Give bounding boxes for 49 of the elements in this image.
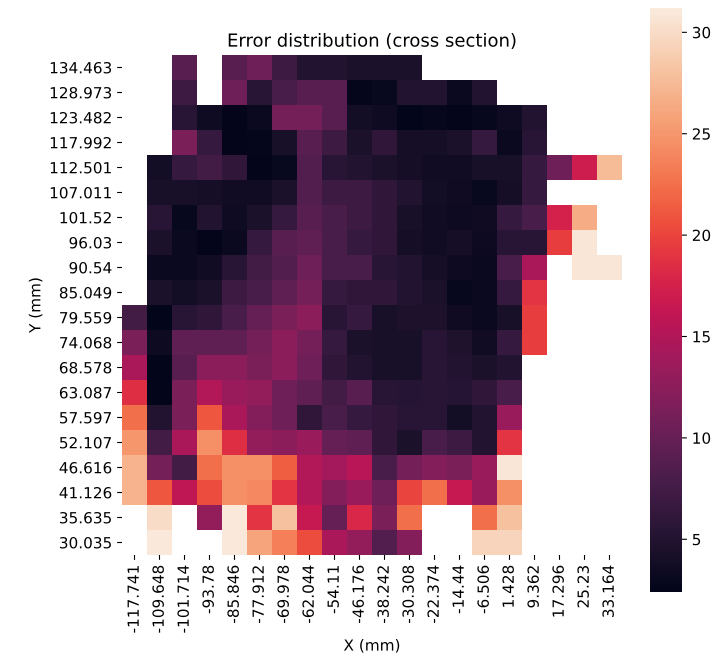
y-tick-label: 107.011: [50, 186, 111, 199]
color-bar-label: 10: [693, 432, 710, 444]
color-bar-label: 5: [692, 534, 700, 546]
y-tick-label: 63.087: [60, 386, 111, 399]
y-tick-label: 96.03: [70, 236, 112, 249]
y-axis-title: Y (mm): [28, 278, 42, 333]
chart-title: Error distribution (cross section): [228, 32, 516, 50]
color-bar-label: 25: [692, 128, 710, 140]
y-tick-label: 41.126: [60, 486, 112, 499]
x-tick-label: -93.78: [202, 566, 214, 614]
y-tick-label: 68.578: [60, 362, 112, 374]
y-tick-label: 117.992: [50, 136, 111, 149]
y-tick-label: 128.973: [50, 86, 112, 99]
x-tick-label: -62.044: [302, 566, 314, 623]
x-tick-label: 9.362: [527, 566, 539, 608]
x-tick-label: -6.506: [477, 566, 489, 614]
y-tick-label: 79.559: [60, 312, 112, 324]
x-tick-label: -117.741: [128, 566, 139, 633]
x-tick-label: -85.846: [227, 566, 239, 623]
y-tick-label: 123.482: [50, 112, 111, 124]
y-tick-label: 57.597: [60, 412, 111, 424]
x-tick-label: -46.176: [352, 566, 364, 623]
x-tick-label: -77.912: [252, 566, 264, 623]
x-tick-label: 25.23: [577, 566, 589, 608]
y-tick-label: 74.068: [60, 336, 112, 349]
x-tick-label: -30.308: [402, 566, 414, 623]
y-tick-label: 30.035: [60, 536, 111, 549]
x-axis-title: X (mm): [344, 638, 400, 653]
x-tick-label: -22.374: [427, 566, 439, 623]
y-tick-label: 46.616: [60, 462, 112, 474]
color-bar-label: 30: [692, 26, 710, 38]
y-tick-label: 134.463: [50, 62, 112, 74]
x-tick-label: 1.428: [502, 566, 514, 607]
y-tick-label: 85.049: [60, 286, 112, 299]
x-tick-label: -69.978: [277, 566, 289, 623]
y-tick-label: 35.635: [60, 512, 111, 524]
color-bar-label: 15: [693, 331, 710, 343]
x-tick-label: 17.296: [552, 566, 564, 616]
y-tick-label: 101.52: [60, 212, 111, 224]
y-tick-label: 90.54: [70, 262, 112, 274]
x-tick-label: -14.44: [452, 566, 464, 614]
x-tick-label: -101.714: [177, 566, 189, 633]
color-bar-label: 20: [692, 230, 710, 242]
y-tick-label: 112.501: [50, 162, 111, 174]
x-tick-label: 33.164: [602, 566, 614, 618]
x-tick-label: -109.648: [152, 566, 164, 633]
y-tick-label: 52.107: [60, 436, 111, 449]
x-tick-label: -54.11: [328, 566, 339, 614]
x-tick-label: -38.242: [377, 566, 389, 623]
